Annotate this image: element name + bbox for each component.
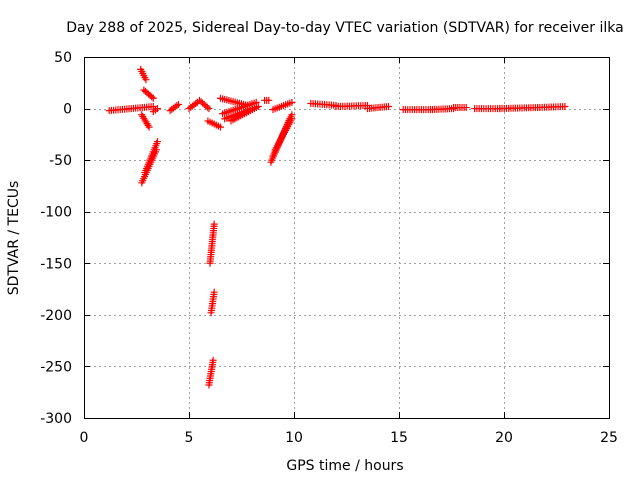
data-point bbox=[205, 105, 213, 113]
data-point bbox=[154, 138, 161, 146]
x-tick-label: 25 bbox=[600, 430, 618, 446]
data-point bbox=[385, 103, 392, 111]
data-point bbox=[265, 96, 273, 104]
grid-lines bbox=[84, 57, 609, 418]
x-tick-label: 15 bbox=[390, 430, 408, 446]
axis-ticks: 0 5 10 15 20 25 50 0 -50 -100 -150 -200 -250 -300 bbox=[40, 50, 618, 446]
y-tick-label: -250 bbox=[40, 359, 72, 375]
data-point bbox=[175, 100, 182, 108]
data-point bbox=[288, 98, 296, 106]
data-point bbox=[254, 103, 262, 111]
data-point bbox=[210, 288, 218, 296]
data-markers bbox=[105, 65, 569, 389]
data-point bbox=[149, 94, 157, 102]
data-point bbox=[203, 103, 211, 111]
data-point bbox=[217, 123, 224, 131]
data-point bbox=[145, 123, 153, 131]
chart-title: Day 288 of 2025, Sidereal Day-to-day VTE… bbox=[66, 20, 623, 36]
plot-frame bbox=[84, 57, 610, 419]
y-tick-label: -200 bbox=[40, 308, 72, 324]
x-axis-label: GPS time / hours bbox=[286, 458, 403, 474]
y-tick-label: 50 bbox=[54, 50, 72, 66]
y-tick-label: -300 bbox=[40, 411, 72, 427]
y-tick-label: 0 bbox=[63, 102, 72, 118]
x-tick-label: 0 bbox=[80, 430, 89, 446]
data-point bbox=[462, 104, 470, 112]
data-point bbox=[142, 76, 150, 84]
x-tick-label: 20 bbox=[495, 430, 513, 446]
data-point bbox=[288, 115, 296, 123]
y-tick-label: -100 bbox=[40, 205, 72, 221]
data-point bbox=[154, 105, 161, 113]
y-tick-label: -150 bbox=[40, 256, 72, 272]
data-point bbox=[561, 103, 569, 111]
data-point bbox=[192, 100, 200, 108]
x-tick-label: 10 bbox=[285, 430, 303, 446]
y-axis-label: SDTVAR / TECUs bbox=[6, 181, 22, 296]
data-point bbox=[173, 102, 181, 110]
x-tick-label: 5 bbox=[185, 430, 194, 446]
data-point bbox=[148, 93, 156, 101]
data-point bbox=[209, 356, 217, 364]
y-tick-label: -50 bbox=[49, 153, 72, 169]
data-point bbox=[210, 220, 218, 228]
